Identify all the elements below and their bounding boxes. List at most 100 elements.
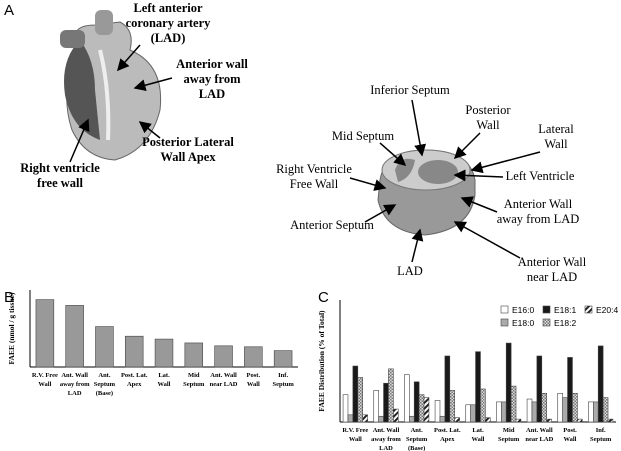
bar bbox=[439, 415, 446, 423]
bar bbox=[572, 392, 578, 423]
heart-label: Right ventricle free wall bbox=[20, 161, 100, 190]
section-label: LAD bbox=[397, 264, 423, 278]
x-tick-label: Lat. Wall bbox=[157, 372, 170, 388]
legend-swatch bbox=[500, 318, 509, 327]
bar bbox=[526, 398, 533, 423]
bar bbox=[449, 390, 455, 423]
bar bbox=[602, 397, 609, 423]
bar bbox=[373, 390, 379, 423]
x-tick-label: Mid Septum bbox=[498, 427, 520, 443]
x-tick-label: Inf. Septum bbox=[272, 372, 294, 388]
x-tick-label: Ant. Septum (Base) bbox=[406, 427, 428, 451]
panel-label: B bbox=[4, 289, 14, 306]
x-tick-label: Ant. Wall away from LAD bbox=[60, 372, 90, 397]
x-tick-label: Inf. Septum bbox=[590, 427, 612, 443]
x-tick-label: Post. Lat. Apex bbox=[121, 372, 148, 388]
bar bbox=[515, 418, 522, 423]
bar bbox=[475, 351, 481, 423]
section-label: Lateral Wall bbox=[538, 122, 574, 151]
bar bbox=[470, 404, 476, 423]
bar bbox=[418, 394, 425, 423]
bar bbox=[485, 417, 491, 423]
legend-swatch bbox=[542, 305, 551, 314]
arrow bbox=[349, 177, 387, 191]
heart-label: Left anterior coronary artery (LAD) bbox=[126, 1, 212, 45]
panel-label: A bbox=[4, 2, 14, 19]
y-axis-label: FAEE (nmol / g tissue) bbox=[7, 292, 16, 364]
bar bbox=[65, 305, 84, 368]
bar bbox=[546, 418, 552, 423]
bar bbox=[607, 418, 614, 423]
bar bbox=[214, 345, 233, 368]
arrow bbox=[138, 121, 161, 139]
bar bbox=[273, 350, 293, 368]
bar bbox=[510, 385, 517, 423]
heart-illustration bbox=[60, 10, 162, 161]
heart-label: Anterior wall away from LAD bbox=[176, 57, 248, 101]
bar bbox=[480, 388, 486, 423]
bar bbox=[593, 401, 599, 423]
legend-swatch bbox=[584, 305, 593, 314]
legend-swatch bbox=[542, 318, 551, 327]
section-label: Anterior Septum bbox=[290, 218, 374, 232]
bar bbox=[577, 418, 583, 423]
arrow bbox=[364, 204, 397, 223]
bar bbox=[423, 397, 430, 423]
y-axis-label: FAEE Distribution (% of Total) bbox=[317, 310, 326, 412]
panel-label: C bbox=[318, 289, 329, 306]
bar bbox=[393, 408, 399, 423]
bar bbox=[501, 401, 507, 423]
section-label: Inferior Septum bbox=[370, 83, 450, 97]
section-label: Mid Septum bbox=[332, 129, 394, 143]
arrow bbox=[453, 221, 521, 259]
bar bbox=[567, 357, 573, 423]
bar bbox=[362, 414, 368, 423]
legend-swatch bbox=[500, 305, 509, 314]
x-tick-label: R.V. Free Wall bbox=[32, 372, 58, 388]
x-tick-label: Post. Wall bbox=[563, 427, 577, 443]
bar bbox=[454, 417, 460, 423]
legend-label: E20:4 bbox=[596, 305, 618, 315]
bar bbox=[244, 346, 263, 368]
arrow bbox=[453, 169, 504, 182]
bar bbox=[352, 365, 359, 423]
bar bbox=[35, 299, 55, 368]
arrow bbox=[133, 77, 173, 92]
bar bbox=[434, 400, 441, 423]
bar bbox=[597, 345, 604, 423]
arrow bbox=[117, 44, 141, 72]
section-label: Anterior Wall near LAD bbox=[518, 255, 587, 284]
bar bbox=[347, 414, 354, 423]
bar bbox=[536, 355, 543, 423]
x-tick-label: Ant. Septum (Base) bbox=[94, 372, 116, 397]
x-tick-label: Post. Wall bbox=[247, 372, 261, 388]
legend-label: E18:0 bbox=[512, 318, 534, 328]
bar bbox=[541, 392, 547, 423]
x-tick-label: R.V. Free Wall bbox=[342, 427, 368, 443]
arrow bbox=[411, 99, 427, 157]
legend-label: E18:1 bbox=[554, 305, 576, 315]
legend-label: E16:0 bbox=[512, 305, 534, 315]
bar bbox=[505, 342, 512, 423]
x-tick-label: Post. Lat. Apex bbox=[434, 427, 461, 443]
x-tick-label: Ant. Wall near LAD bbox=[210, 372, 238, 388]
bar bbox=[496, 401, 502, 423]
arrow bbox=[379, 142, 407, 166]
heart-label: Posterior Lateral Wall Apex bbox=[142, 135, 234, 164]
bar bbox=[378, 415, 384, 423]
section-label: Posterior Wall bbox=[465, 103, 511, 132]
bar bbox=[154, 338, 174, 368]
section-label: Right Ventricle Free Wall bbox=[276, 162, 352, 191]
arrow bbox=[69, 118, 90, 163]
bar bbox=[465, 404, 471, 423]
section-label: Left Ventricle bbox=[506, 169, 575, 183]
legend-label: E18:2 bbox=[554, 318, 576, 328]
bar bbox=[413, 381, 420, 423]
bar bbox=[557, 392, 563, 423]
x-tick-label: Ant. Wall near LAD bbox=[525, 427, 553, 443]
bar bbox=[383, 382, 389, 423]
section-illustration bbox=[377, 149, 476, 236]
section-label: Anterior Wall away from LAD bbox=[497, 197, 580, 226]
bar bbox=[588, 401, 594, 423]
